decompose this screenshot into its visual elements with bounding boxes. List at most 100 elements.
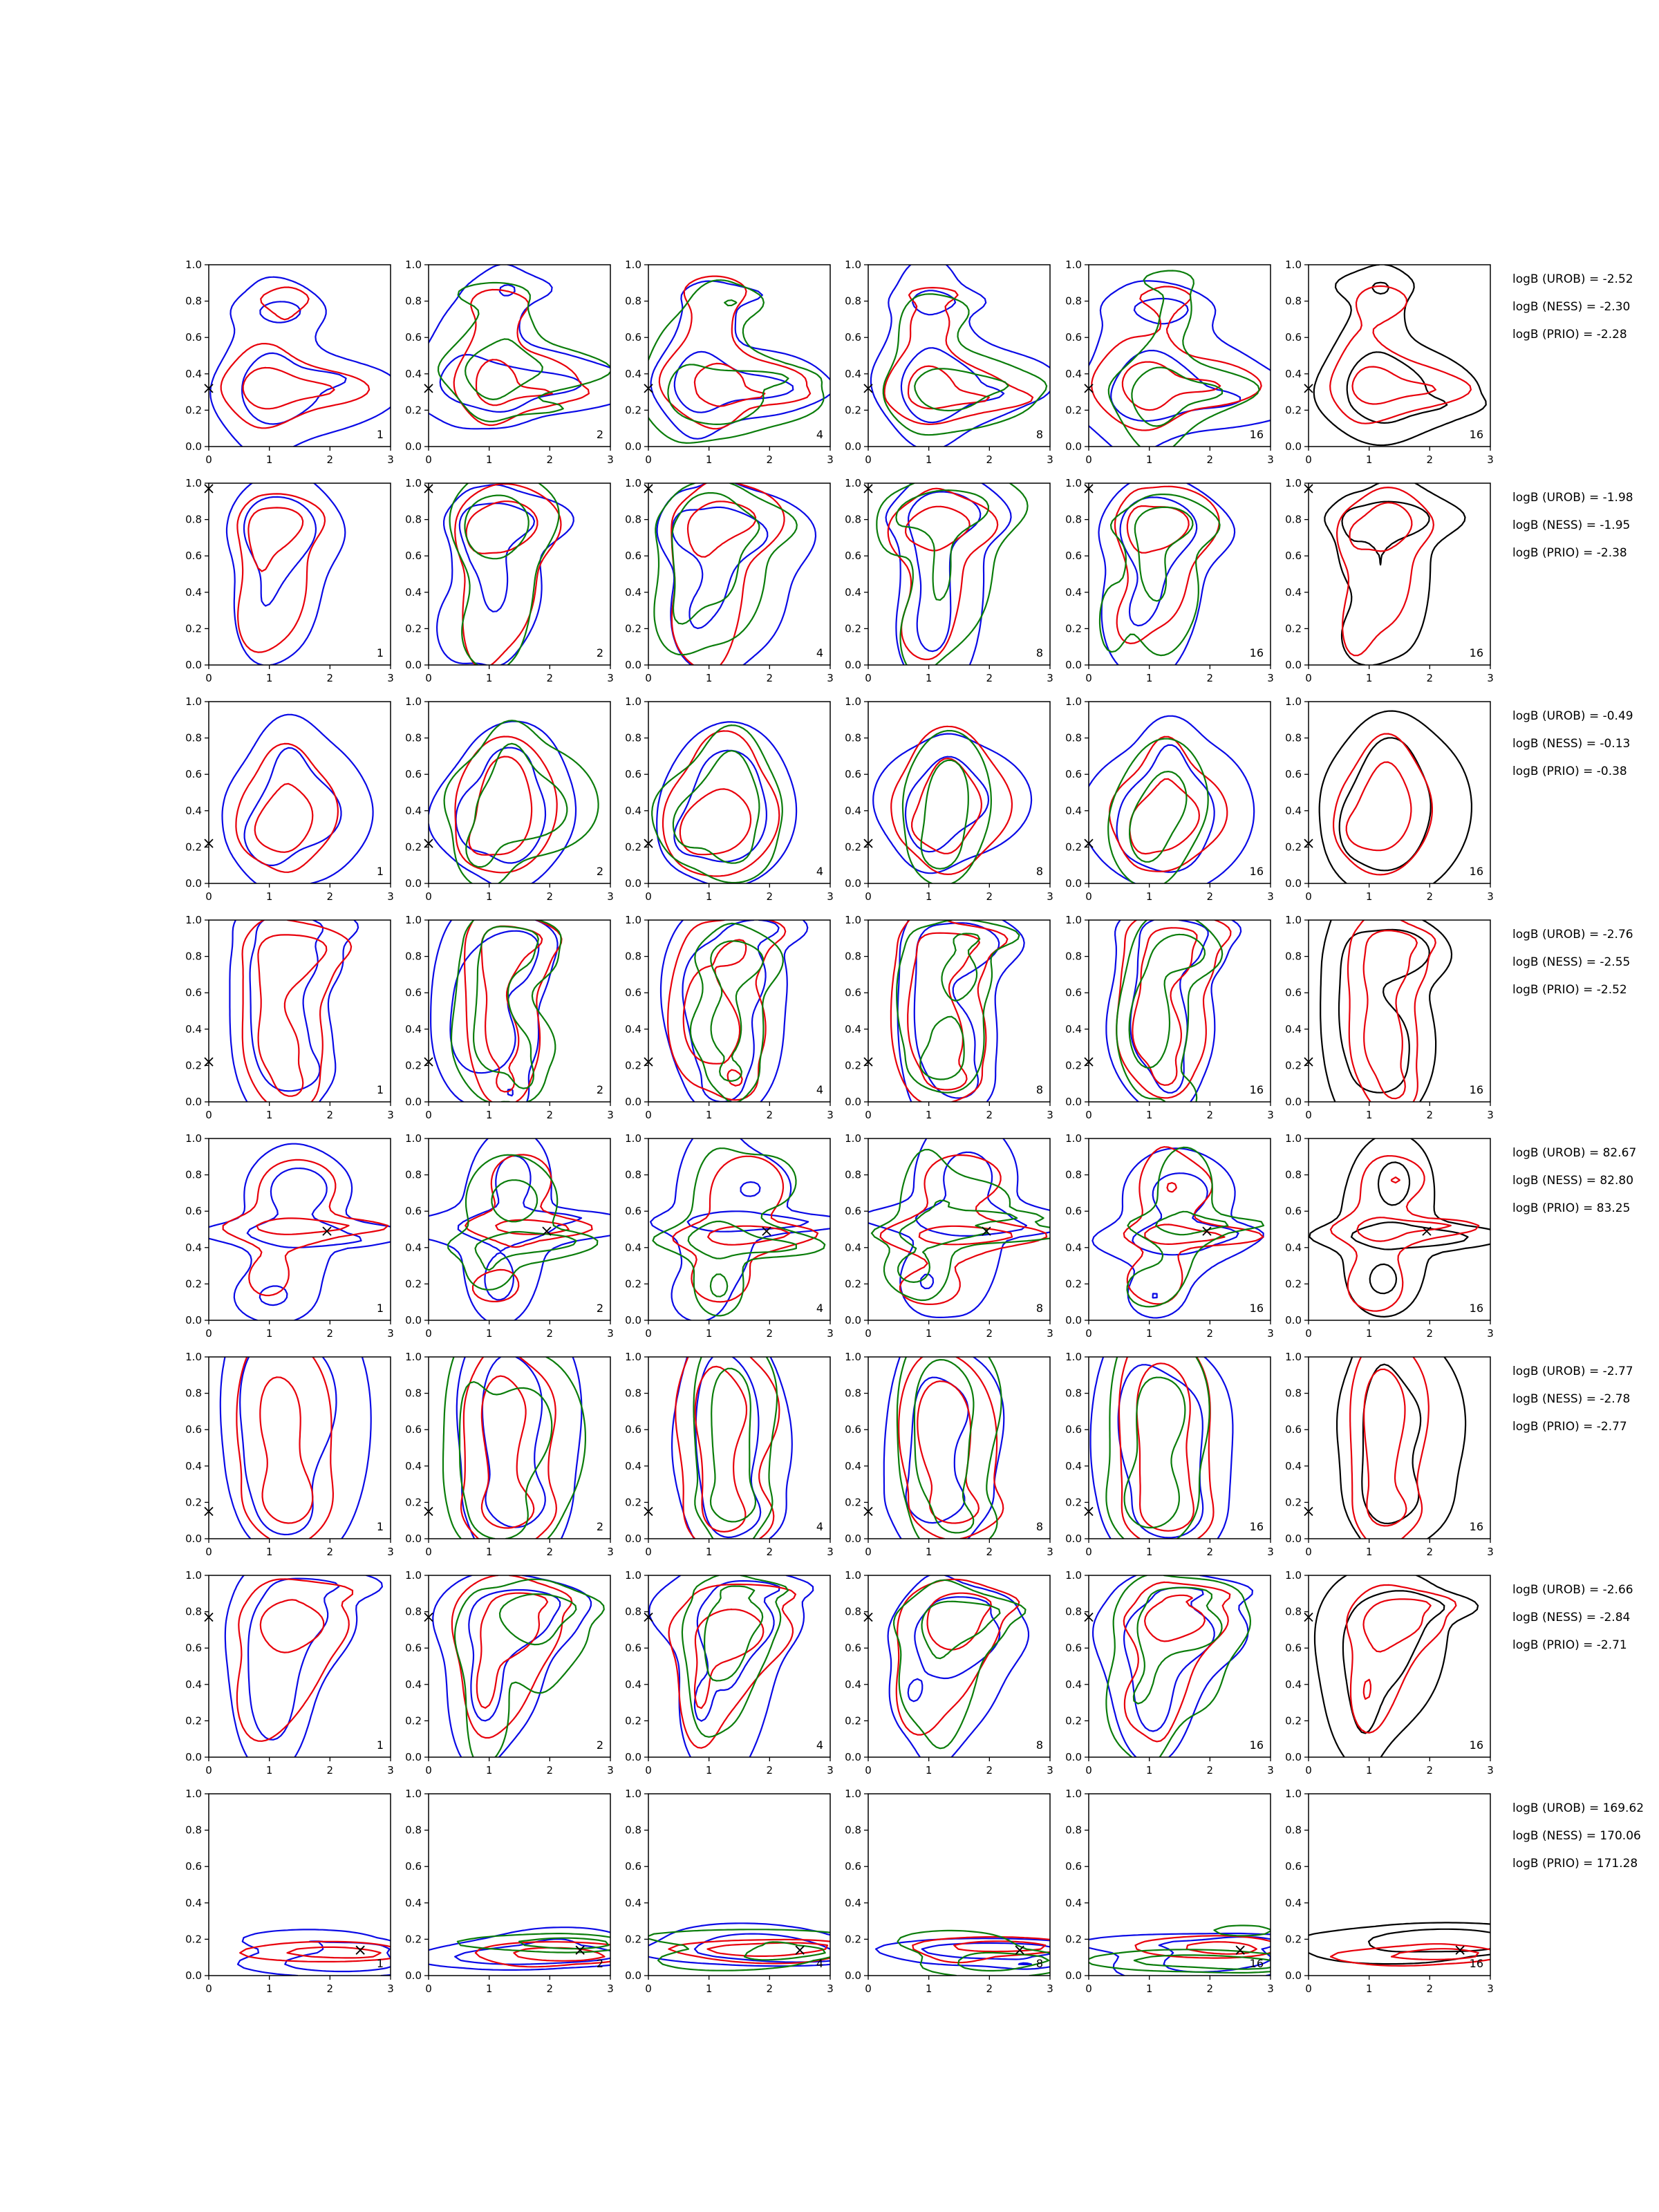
- x-tick-label: 2: [767, 1546, 774, 1558]
- y-tick-label: 0.2: [845, 404, 861, 416]
- blue-contour-level-1: [656, 721, 798, 883]
- y-tick-label: 0.6: [625, 1423, 641, 1436]
- y-tick-label: 1.0: [845, 1788, 861, 1800]
- y-tick-label: 0.8: [1065, 514, 1082, 526]
- panel-frame: [1088, 482, 1271, 666]
- y-tick-label: 0.2: [1285, 1933, 1302, 1945]
- x-tick-label: 2: [986, 672, 993, 684]
- contours: [1091, 1146, 1265, 1319]
- green-contour-level-2: [710, 940, 764, 1082]
- figure-row-2: 0 1 2 30.00.20.40.60.81.010 1 2 30.00.20.40.60…: [185, 477, 1633, 684]
- red-contour-level-2: [257, 934, 328, 1097]
- truth-marker: [1455, 1945, 1465, 1955]
- red-contour-level-1: [451, 1575, 573, 1739]
- panel-r6-c3: 0 1 2 3 0.0 0.2 0.4 0.6 0.8 1.0 4: [625, 1351, 834, 1558]
- y-tick-label: 0.6: [845, 331, 861, 344]
- y-tick-label: 0.6: [1065, 1642, 1082, 1654]
- red-contour-level-2: [1351, 366, 1436, 405]
- y-tick-label: 0.4: [625, 586, 641, 599]
- x-tick-label: 3: [1487, 1546, 1494, 1558]
- green-contour-level-1: [450, 920, 562, 1102]
- x-tick-label: 0: [425, 453, 432, 466]
- logb-annotation-urob: logB (UROB) = 169.62: [1512, 1801, 1644, 1815]
- y-tick-label: 0.8: [1285, 1606, 1302, 1618]
- x-tick-label: 2: [1427, 1546, 1434, 1558]
- y-tick-label: 0.6: [1065, 986, 1082, 999]
- red-contour-level-1: [1329, 1155, 1480, 1312]
- y-tick-label: 0.0: [405, 1969, 422, 1982]
- x-tick-label: 1: [486, 890, 493, 903]
- panel-frame: [868, 701, 1051, 884]
- y-tick-label: 0.2: [405, 622, 422, 635]
- red-contour-level-2: [1390, 1948, 1479, 1960]
- blue-contour-level-1: [648, 1922, 830, 1967]
- blue-contour-level-1: [219, 1357, 372, 1539]
- x-tick-label: 1: [1366, 1327, 1373, 1340]
- panel-frame: [648, 1793, 831, 1976]
- y-tick-label: 1.0: [1065, 1132, 1082, 1145]
- panel-label: 8: [1036, 1302, 1043, 1315]
- black-contour-level-2: [1350, 1161, 1469, 1295]
- contours: [432, 1575, 605, 1757]
- panel-r5-c4: 0 1 2 3 0.0 0.2 0.4 0.6 0.8 1.0 8: [845, 1132, 1053, 1340]
- x-tick-label: 2: [1207, 890, 1214, 903]
- logb-annotation-urob: logB (UROB) = -2.66: [1512, 1583, 1633, 1597]
- x-tick-label: 0: [205, 1109, 212, 1121]
- x-tick-label: 3: [387, 1327, 394, 1340]
- panel-frame: [868, 1793, 1051, 1976]
- panel-label: 16: [1470, 1302, 1483, 1315]
- truth-marker: [575, 1945, 585, 1955]
- y-tick-label: 0.0: [185, 1533, 202, 1545]
- red-contour-level-1: [1329, 285, 1472, 424]
- y-tick-label: 0.8: [185, 1387, 202, 1400]
- panel-frame: [428, 264, 611, 447]
- panel-label: 16: [1470, 1957, 1483, 1970]
- black-contour-level-2: [1338, 928, 1430, 1094]
- blue-contour-level-1: [650, 1138, 830, 1320]
- logb-annotation-prio: logB (PRIO) = -2.77: [1512, 1420, 1627, 1434]
- panel-r5-c2: 0 1 2 30.00.20.40.60.81.02: [405, 1132, 614, 1340]
- logb-annotation-ness: logB (NESS) = -2.55: [1512, 955, 1630, 969]
- x-tick-label: 1: [266, 1546, 273, 1558]
- contours: [1092, 1575, 1253, 1757]
- red-contour-level-2: [242, 366, 335, 410]
- contours: [650, 1138, 830, 1320]
- x-tick-label: 0: [425, 672, 432, 684]
- y-tick-label: 0.2: [845, 1496, 861, 1508]
- x-tick-label: 3: [1047, 672, 1053, 684]
- y-tick-label: 0.4: [405, 805, 422, 817]
- x-tick-label: 1: [706, 1109, 713, 1121]
- red-contour-level-2: [465, 500, 538, 554]
- y-tick-label: 0.0: [1285, 1533, 1302, 1545]
- x-tick-label: 2: [1427, 672, 1434, 684]
- y-tick-label: 0.6: [405, 331, 422, 344]
- blue-contour-level-2: [243, 496, 317, 607]
- y-tick-label: 1.0: [625, 695, 641, 708]
- y-tick-label: 0.4: [1285, 1897, 1302, 1909]
- y-tick-label: 0.6: [845, 1205, 861, 1217]
- logb-annotation-ness: logB (NESS) = -2.30: [1512, 300, 1630, 314]
- x-tick-label: 2: [1207, 1546, 1214, 1558]
- red-contour-level-1: [236, 1578, 354, 1742]
- x-tick-label: 0: [865, 453, 872, 466]
- y-tick-label: 1.0: [1285, 259, 1302, 271]
- y-tick-label: 0.2: [1285, 841, 1302, 853]
- panel-label: 8: [1036, 428, 1043, 441]
- y-tick-label: 0.6: [1065, 1860, 1082, 1873]
- x-tick-label: 0: [1305, 1109, 1312, 1121]
- x-tick-label: 3: [387, 890, 394, 903]
- x-tick-label: 3: [1267, 672, 1274, 684]
- x-tick-label: 1: [926, 672, 932, 684]
- x-tick-label: 0: [205, 1764, 212, 1777]
- y-tick-label: 0.4: [845, 1897, 861, 1909]
- truth-marker: [322, 1226, 332, 1236]
- y-tick-label: 0.2: [845, 1277, 861, 1290]
- black-contour-level-2: [1342, 1590, 1445, 1734]
- panel-label: 16: [1470, 428, 1483, 441]
- green-contour-level-2: [465, 742, 568, 868]
- blue-contour-level-2: [457, 1155, 583, 1301]
- x-tick-label: 2: [547, 1983, 554, 1995]
- logb-annotation-prio: logB (PRIO) = -0.38: [1512, 765, 1627, 778]
- x-tick-label: 2: [547, 1327, 554, 1340]
- x-tick-label: 2: [547, 1546, 554, 1558]
